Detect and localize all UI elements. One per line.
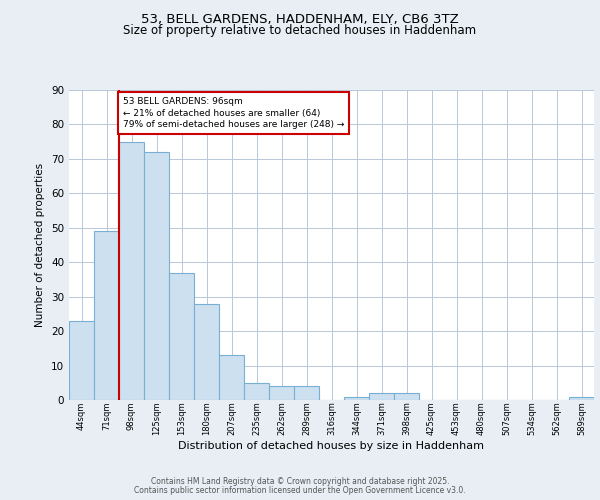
X-axis label: Distribution of detached houses by size in Haddenham: Distribution of detached houses by size … bbox=[179, 441, 485, 451]
Bar bbox=[144, 152, 169, 400]
Text: 53, BELL GARDENS, HADDENHAM, ELY, CB6 3TZ: 53, BELL GARDENS, HADDENHAM, ELY, CB6 3T… bbox=[141, 12, 459, 26]
Bar bbox=[294, 386, 319, 400]
Bar bbox=[344, 396, 369, 400]
Bar bbox=[69, 321, 94, 400]
Bar bbox=[94, 231, 119, 400]
Bar bbox=[194, 304, 219, 400]
Bar bbox=[244, 383, 269, 400]
Bar bbox=[119, 142, 144, 400]
Bar bbox=[569, 396, 594, 400]
Bar bbox=[369, 393, 394, 400]
Text: Size of property relative to detached houses in Haddenham: Size of property relative to detached ho… bbox=[124, 24, 476, 37]
Bar bbox=[394, 393, 419, 400]
Bar bbox=[269, 386, 294, 400]
Text: Contains HM Land Registry data © Crown copyright and database right 2025.: Contains HM Land Registry data © Crown c… bbox=[151, 477, 449, 486]
Bar bbox=[169, 272, 194, 400]
Y-axis label: Number of detached properties: Number of detached properties bbox=[35, 163, 46, 327]
Text: 53 BELL GARDENS: 96sqm
← 21% of detached houses are smaller (64)
79% of semi-det: 53 BELL GARDENS: 96sqm ← 21% of detached… bbox=[123, 97, 344, 130]
Bar bbox=[219, 355, 244, 400]
Text: Contains public sector information licensed under the Open Government Licence v3: Contains public sector information licen… bbox=[134, 486, 466, 495]
